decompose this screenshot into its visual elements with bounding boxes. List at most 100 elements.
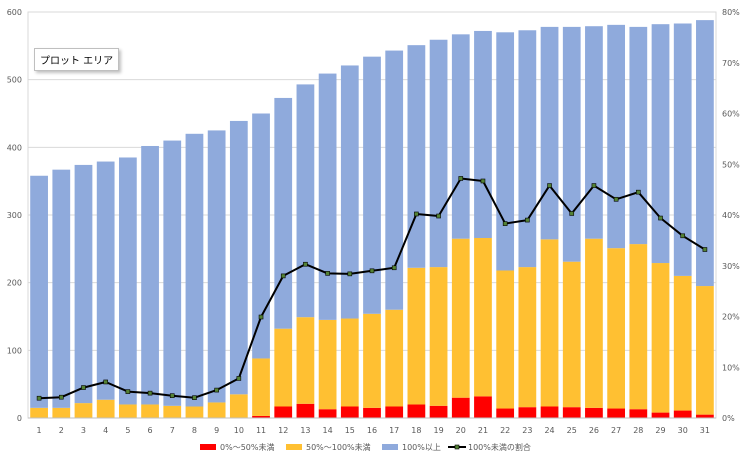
ratio-point: [702, 247, 708, 252]
bar-segment-3: [207, 130, 226, 403]
y-right-tick-label: 10%: [722, 363, 740, 372]
bar-segment-2: [629, 244, 648, 410]
bar-segment-2: [451, 238, 470, 398]
ratio-point: [369, 268, 375, 274]
x-tick-label: 20: [456, 426, 466, 435]
legend-label-3: 100%以上: [402, 443, 441, 452]
bar-segment-1: [385, 406, 404, 418]
bar-segment-3: [429, 39, 448, 268]
x-tick-label: 14: [323, 426, 333, 435]
bar-segment-2: [340, 318, 359, 407]
bar-segment-2: [651, 263, 670, 413]
y-left-tick-label: 400: [7, 143, 22, 152]
x-tick-label: 24: [544, 426, 554, 435]
ratio-point: [236, 376, 242, 381]
bar-segment-2: [673, 275, 692, 411]
x-tick-label: 8: [192, 426, 197, 435]
x-tick-label: 4: [103, 426, 108, 435]
bar-segment-3: [585, 26, 603, 239]
bar-segment-1: [540, 406, 559, 418]
ratio-point: [525, 217, 530, 223]
bar-segment-3: [696, 20, 714, 287]
ratio-point: [658, 215, 663, 221]
x-tick-label: 25: [567, 426, 577, 435]
x-tick-label: 31: [700, 426, 710, 435]
y-right-tick-label: 70%: [722, 59, 740, 68]
bar-segment-3: [30, 175, 48, 408]
bar-segment-2: [296, 317, 315, 404]
bar-segment-3: [163, 140, 182, 406]
bar-segment-3: [318, 73, 337, 320]
y-left-tick-label: 600: [7, 8, 22, 17]
bar-segment-2: [540, 239, 559, 407]
y-left-tick-label: 500: [7, 76, 22, 85]
legend-swatch-1: [200, 444, 216, 450]
y-left-tick-label: 100: [7, 346, 22, 355]
bar-segment-2: [562, 261, 581, 408]
x-tick-label: 16: [367, 426, 377, 435]
bar-segment-3: [629, 26, 648, 245]
bar-segment-2: [607, 248, 626, 409]
ratio-point: [680, 233, 686, 239]
bar-segment-3: [540, 26, 559, 240]
ratio-point: [280, 273, 286, 279]
ratio-point: [547, 183, 552, 188]
bar-segment-3: [52, 169, 71, 408]
ratio-point: [436, 213, 441, 219]
x-tick-label: 3: [81, 426, 86, 435]
ratio-point: [458, 176, 464, 181]
legend-line-marker: [454, 444, 460, 450]
legend-swatch-3: [382, 444, 398, 450]
bar-segment-3: [340, 65, 359, 319]
bar-segment-2: [585, 238, 603, 408]
bar-segment-1: [585, 407, 603, 418]
y-left-tick-label: 300: [7, 211, 22, 220]
ratio-point: [147, 390, 153, 396]
bar-segment-1: [673, 410, 692, 418]
legend-label-4: 100%未満の割合: [468, 442, 531, 452]
x-tick-label: 2: [59, 426, 64, 435]
x-tick-label: 9: [214, 426, 219, 435]
bar-segment-1: [607, 408, 626, 418]
ratio-point: [192, 395, 197, 401]
y-right-tick-label: 0%: [722, 414, 735, 423]
bar-segment-2: [429, 267, 448, 406]
legend: 0%～50%未満 50%～100%未満 100%以上 100%未満の割合: [200, 442, 531, 452]
ratio-point: [391, 265, 397, 271]
bar-segment-2: [207, 402, 226, 418]
bar-segment-2: [96, 399, 115, 418]
bar-segment-3: [118, 157, 137, 405]
bar-segment-3: [229, 120, 248, 395]
x-tick-label: 18: [411, 426, 421, 435]
bar-segment-1: [274, 406, 293, 418]
x-tick-label: 23: [522, 426, 532, 435]
ratio-point: [347, 271, 353, 277]
y-right-tick-label: 30%: [722, 262, 740, 271]
x-tick-label: 22: [500, 426, 510, 435]
bar-segment-2: [118, 404, 137, 418]
ratio-point: [36, 395, 42, 401]
x-tick-label: 28: [633, 426, 643, 435]
bar-segment-3: [363, 56, 381, 314]
bar-segment-1: [407, 404, 426, 418]
ratio-point: [81, 385, 86, 390]
ratio-line: [36, 176, 708, 401]
bar-segment-3: [296, 84, 315, 318]
bar-segment-1: [252, 415, 270, 418]
bar-segment-3: [518, 30, 537, 268]
bar-segment-3: [407, 45, 426, 268]
ratio-point: [502, 221, 508, 226]
x-tick-label: 29: [655, 426, 665, 435]
bar-segment-1: [629, 409, 648, 418]
bar-segment-3: [673, 23, 692, 276]
bar-segment-2: [518, 267, 537, 408]
bar-segment-2: [30, 407, 48, 418]
ratio-point: [414, 211, 419, 217]
axes: 0 100 200 300 400 500 600 0% 10% 20% 30% 40% 50% 60% 7…: [7, 8, 740, 435]
bar-segment-2: [185, 406, 204, 418]
ratio-point: [103, 379, 108, 385]
ratio-point: [58, 394, 64, 400]
ratio-point: [325, 271, 330, 276]
bar-segment-2: [274, 328, 293, 407]
